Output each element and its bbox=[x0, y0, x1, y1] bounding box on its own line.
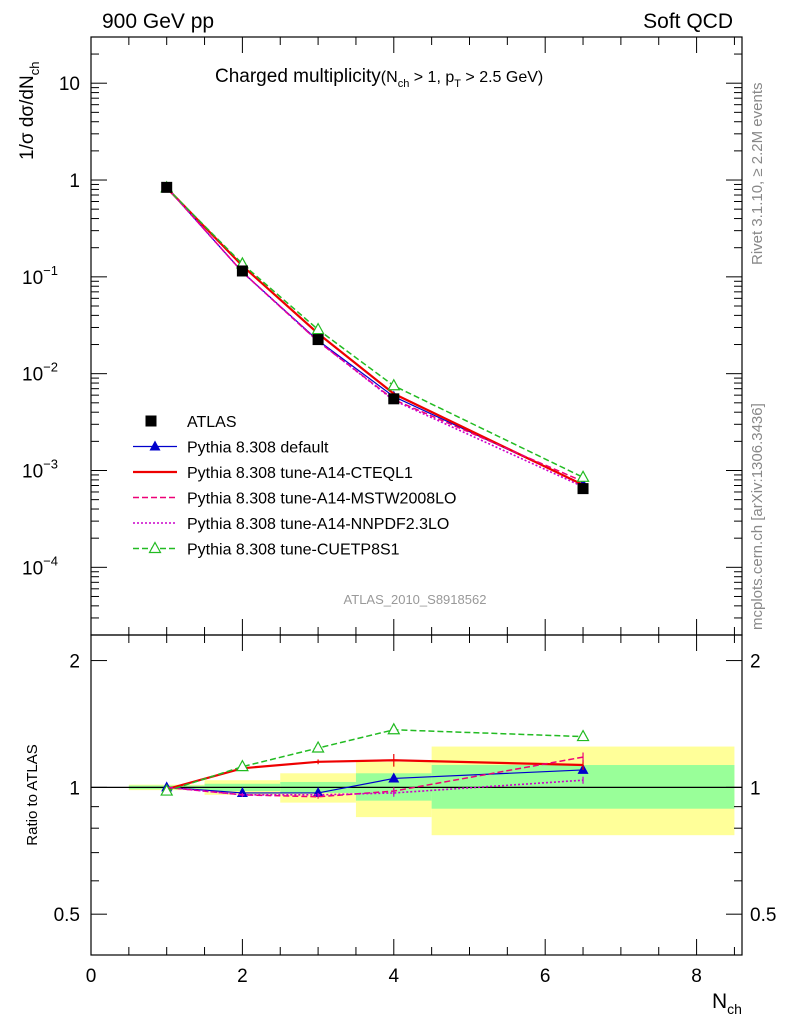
ratio-line bbox=[166, 756, 584, 798]
series-line bbox=[166, 187, 584, 479]
main-ytick-label: 10−2 bbox=[22, 360, 58, 386]
ratio-ytick-label-right: 0.5 bbox=[750, 905, 776, 926]
ratio-xtick-label: 2 bbox=[237, 966, 248, 987]
ratio-xtick-label: 0 bbox=[86, 966, 97, 987]
data-marker bbox=[145, 415, 157, 427]
plot-title: Charged multiplicity(Nch > 1, pT > 2.5 G… bbox=[215, 66, 543, 90]
series-pythia-8-308-tune-a14-mstw2008lo bbox=[166, 186, 584, 483]
legend-label: Pythia 8.308 tune-A14-MSTW2008LO bbox=[187, 491, 456, 508]
legend-entry: Pythia 8.308 tune-A14-CTEQL1 bbox=[133, 465, 413, 482]
legend-entry: Pythia 8.308 tune-CUETP8S1 bbox=[133, 541, 400, 559]
analysis-watermark: ATLAS_2010_S8918562 bbox=[344, 592, 487, 607]
data-marker bbox=[235, 759, 249, 772]
ratio-ytick-label: 1 bbox=[69, 778, 80, 799]
main-ytick-label: 10 bbox=[59, 74, 80, 95]
data-marker bbox=[161, 181, 173, 193]
legend-label: Pythia 8.308 tune-CUETP8S1 bbox=[187, 542, 400, 559]
ratio-ytick-label-right: 1 bbox=[750, 778, 761, 799]
data-marker bbox=[577, 483, 589, 495]
ratio-ytick-label: 2 bbox=[69, 652, 80, 673]
data-marker bbox=[236, 265, 248, 277]
main-ytick-label: 1 bbox=[69, 171, 80, 192]
data-marker bbox=[311, 322, 325, 335]
legend-label: Pythia 8.308 default bbox=[187, 440, 329, 457]
data-marker bbox=[388, 393, 400, 405]
ratio-frame bbox=[90, 634, 743, 956]
ratio-ylabel: Ratio to ATLAS bbox=[24, 744, 41, 845]
data-marker bbox=[311, 740, 325, 753]
legend-entry: ATLAS bbox=[145, 414, 237, 431]
main-panel: 10 1 10−1 10−2 10−3 10−4 Charged multiplicity… bbox=[17, 36, 743, 636]
ratio-pythia-8-308-tune-cuetp8s1 bbox=[160, 722, 590, 796]
data-marker bbox=[387, 722, 401, 735]
main-ytick-label: 10−3 bbox=[22, 456, 58, 482]
data-marker bbox=[148, 541, 162, 554]
legend-label: ATLAS bbox=[187, 414, 237, 431]
legend-entry: Pythia 8.308 default bbox=[133, 440, 329, 457]
legend-label: Pythia 8.308 tune-A14-NNPDF2.3LO bbox=[187, 516, 449, 533]
data-marker bbox=[576, 470, 590, 482]
ratio-pythia-8-308-tune-a14-nnpdf2-3lo bbox=[166, 776, 584, 797]
ratio-xtick-label: 8 bbox=[691, 966, 702, 987]
legend-entry: Pythia 8.308 tune-A14-NNPDF2.3LO bbox=[133, 516, 449, 533]
series-atlas bbox=[161, 181, 589, 495]
header-right: Soft QCD bbox=[643, 10, 733, 33]
data-marker bbox=[160, 783, 174, 796]
ratio-ytick-label: 0.5 bbox=[54, 905, 80, 926]
ratio-xlabel: Nch bbox=[712, 990, 742, 1017]
legend-label: Pythia 8.308 tune-A14-CTEQL1 bbox=[187, 465, 413, 482]
ratio-xtick-label: 6 bbox=[540, 966, 551, 987]
series-line bbox=[166, 186, 584, 483]
data-marker bbox=[387, 378, 401, 391]
rivet-label: Rivet 3.1.10, ≥ 2.2M events bbox=[749, 83, 766, 266]
data-marker bbox=[149, 440, 161, 451]
main-ylabel: 1/σ dσ/dNch bbox=[17, 62, 42, 160]
legend-entry: Pythia 8.308 tune-A14-MSTW2008LO bbox=[133, 491, 456, 508]
mcplots-label: mcplots.cern.ch [arXiv:1306.3436] bbox=[749, 403, 766, 630]
series-pythia-8-308-tune-cuetp8s1 bbox=[160, 180, 590, 482]
ratio-panel: 2 2 1 1 0.5 0.5 0 2 4 6 8 Ratio to ATLAS Nch bbox=[24, 634, 776, 1017]
ratio-ytick-label-right: 2 bbox=[750, 652, 761, 673]
main-ytick-label: 10−1 bbox=[22, 263, 58, 289]
data-marker bbox=[312, 334, 324, 346]
data-marker bbox=[576, 729, 590, 742]
ratio-xtick-label: 4 bbox=[389, 966, 400, 987]
header-left: 900 GeV pp bbox=[102, 10, 214, 33]
main-ytick-label: 10−4 bbox=[22, 553, 58, 579]
legend: ATLAS Pythia 8.308 default Pythia 8.308 tu… bbox=[133, 414, 456, 559]
data-marker bbox=[388, 772, 400, 783]
